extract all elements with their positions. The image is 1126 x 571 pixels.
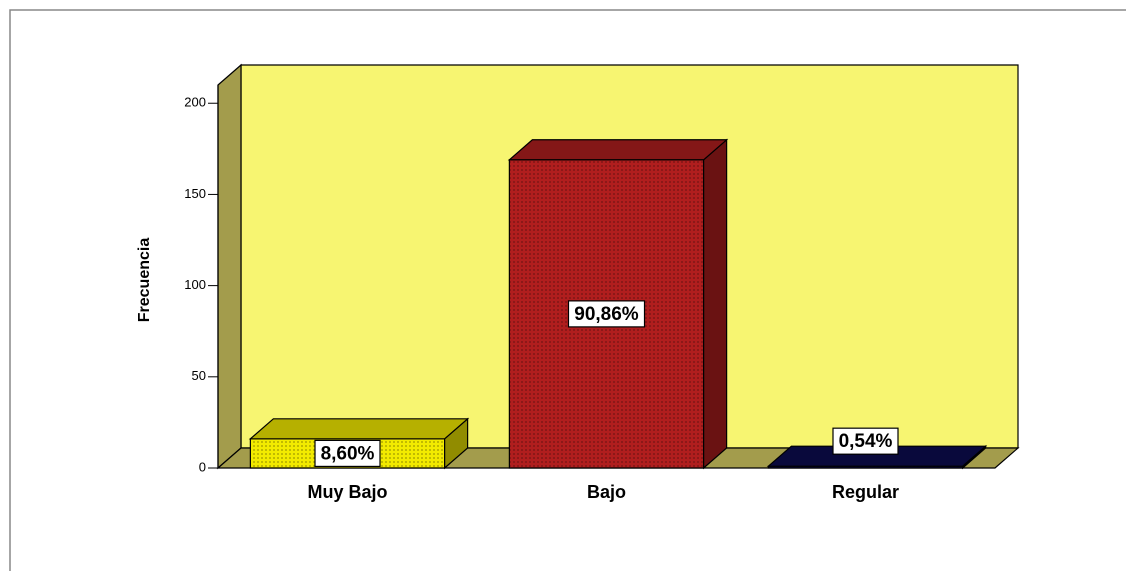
x-tick-label: Bajo (587, 482, 626, 502)
percent-label: 0,54% (832, 427, 899, 455)
y-axis-label: Frecuencia (136, 238, 153, 323)
percent-label: 90,86% (567, 300, 646, 328)
bar-top (507, 139, 729, 161)
x-tick-label: Regular (832, 482, 899, 502)
x-tick-label: Muy Bajo (307, 482, 387, 502)
percent-label-box (832, 427, 899, 455)
bar-side (703, 138, 728, 470)
percent-label-text: 0,54% (839, 431, 893, 452)
side-wall (217, 63, 242, 470)
y-tick-label: 100 (184, 277, 206, 292)
bar (766, 444, 988, 470)
percent-label-text: 8,60% (321, 443, 375, 464)
y-tick-label: 150 (184, 186, 206, 201)
percent-label-box (314, 439, 381, 468)
y-tick-label: 200 (184, 95, 206, 110)
y-tick-label: 0 (199, 459, 206, 474)
bar (248, 417, 470, 470)
bar-top (766, 445, 988, 467)
bar-top (248, 418, 470, 440)
y-tick-label: 50 (192, 368, 206, 383)
percent-label-text: 90,86% (574, 304, 639, 325)
percent-label-box (567, 300, 646, 328)
percent-label: 8,60% (314, 439, 381, 468)
